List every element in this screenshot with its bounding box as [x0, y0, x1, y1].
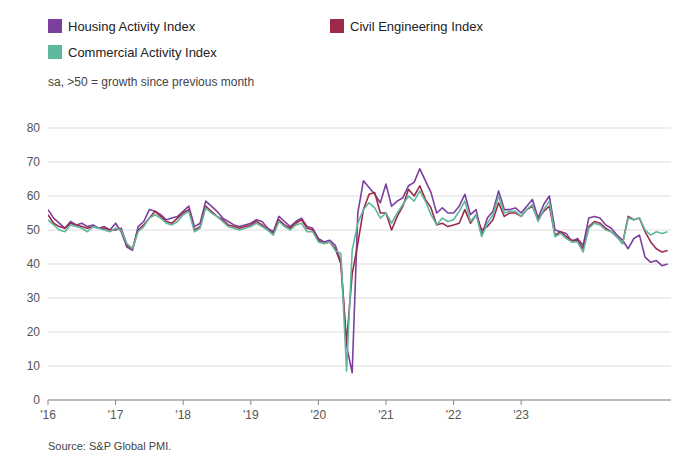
y-axis: 0 10 20 30 40 50 60 70 80 — [27, 121, 671, 407]
y-tick-label: 50 — [27, 223, 41, 237]
grid-line — [48, 366, 671, 367]
x-tick — [521, 400, 522, 405]
grid-line — [48, 400, 671, 401]
series-line — [48, 191, 668, 371]
x-tick-label: '16 — [40, 408, 56, 422]
grid-line — [48, 196, 671, 197]
source-note: Source: S&P Global PMI. — [48, 440, 171, 452]
y-tick-label: 80 — [27, 121, 41, 135]
grid-line — [48, 264, 671, 265]
legend-label: Housing Activity Index — [68, 19, 196, 34]
legend: Housing Activity Index Civil Engineering … — [48, 19, 483, 60]
legend-label: Commercial Activity Index — [68, 45, 217, 60]
y-tick-label: 30 — [27, 291, 41, 305]
grid-line — [48, 128, 671, 129]
grid-line — [48, 162, 671, 163]
grid-line — [48, 298, 671, 299]
y-tick-label: 0 — [33, 393, 40, 407]
y-tick-label: 10 — [27, 359, 41, 373]
x-tick — [318, 400, 319, 405]
grid-line — [48, 332, 671, 333]
legend-swatch — [330, 19, 344, 33]
x-tick — [250, 400, 251, 405]
x-tick-label: '19 — [243, 408, 259, 422]
lines — [48, 169, 668, 373]
y-tick-label: 70 — [27, 155, 41, 169]
series-line — [48, 169, 668, 373]
y-tick-label: 20 — [27, 325, 41, 339]
subtitle: sa, >50 = growth since previous month — [48, 75, 254, 89]
x-tick — [48, 400, 49, 405]
x-tick-label: '23 — [513, 408, 529, 422]
x-tick-label: '17 — [108, 408, 124, 422]
y-tick-label: 60 — [27, 189, 41, 203]
x-tick-label: '18 — [175, 408, 191, 422]
legend-label: Civil Engineering Index — [350, 19, 483, 34]
x-tick — [183, 400, 184, 405]
x-tick — [453, 400, 454, 405]
x-tick — [115, 400, 116, 405]
x-tick — [385, 400, 386, 405]
series-line — [48, 186, 668, 342]
y-tick-label: 40 — [27, 257, 41, 271]
chart: Housing Activity Index Civil Engineering … — [0, 0, 693, 462]
legend-swatch — [48, 19, 62, 33]
x-tick-label: '22 — [446, 408, 462, 422]
legend-swatch — [48, 45, 62, 59]
x-tick-label: '21 — [378, 408, 394, 422]
x-tick-label: '20 — [311, 408, 327, 422]
x-axis-line — [48, 400, 671, 401]
x-axis: '16 '17 '18 '19 '20 '21 '22 '23 — [40, 400, 671, 422]
